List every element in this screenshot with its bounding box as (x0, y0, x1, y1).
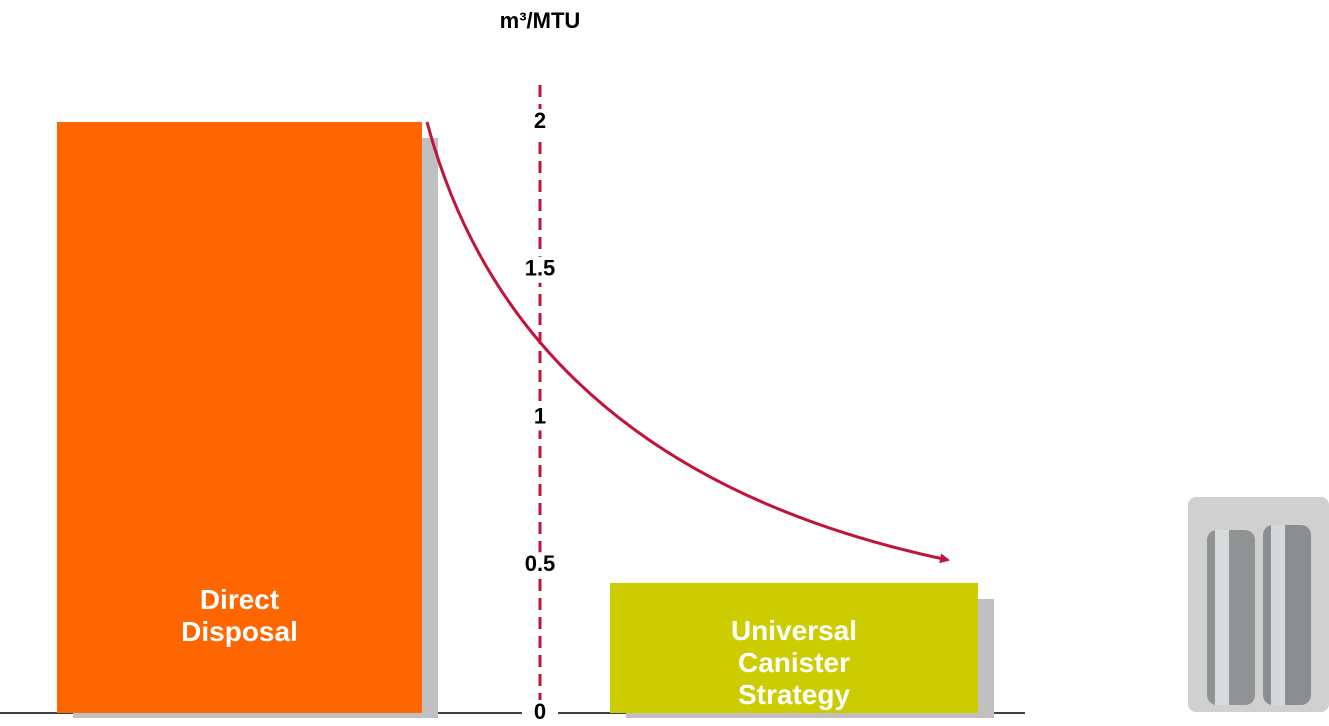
slide: m³/MTU 0 0.5 1 1.5 2 Direct Disposal Universa… (0, 0, 1329, 726)
y-tick-label: 0.5 (525, 551, 556, 576)
y-tick-label: 1.5 (525, 256, 556, 281)
bar-label: Universal Canister Strategy (704, 615, 884, 711)
y-tick-label: 1 (534, 403, 546, 428)
y-tick-label: 2 (534, 108, 546, 133)
bar-label: Direct Disposal (150, 584, 330, 648)
axis-title: m³/MTU (500, 8, 581, 33)
canister-photo (1188, 497, 1329, 712)
y-tick-label: 0 (534, 699, 546, 724)
trend-arrow (427, 122, 948, 560)
